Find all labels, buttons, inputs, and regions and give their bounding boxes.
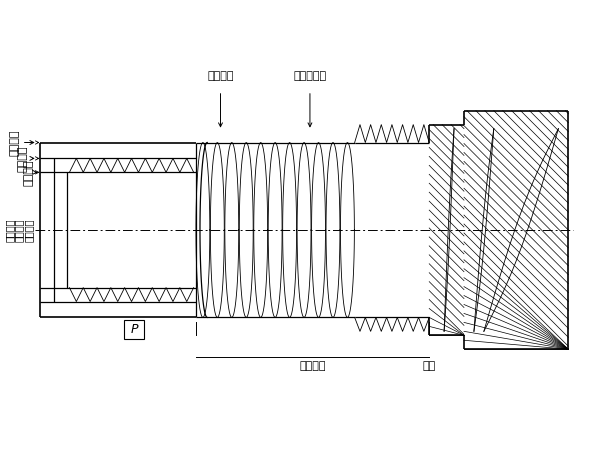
Text: 不完整螺纹: 不完整螺纹 [293, 71, 326, 81]
Text: 螺纹小径: 螺纹小径 [23, 218, 34, 242]
Text: 螺纹小径: 螺纹小径 [23, 159, 34, 185]
FancyBboxPatch shape [124, 320, 145, 339]
Text: 完整螺纹: 完整螺纹 [207, 71, 234, 81]
Text: 有效螺纹: 有效螺纹 [299, 361, 326, 371]
Text: 螺尾: 螺尾 [422, 361, 436, 371]
Text: 螺纹中径: 螺纹中径 [17, 145, 28, 171]
Text: 螺纹中径: 螺纹中径 [14, 218, 24, 242]
Text: 螺纹大径: 螺纹大径 [10, 129, 20, 156]
Text: 螺纹大径: 螺纹大径 [5, 218, 15, 242]
Text: P: P [130, 323, 138, 336]
